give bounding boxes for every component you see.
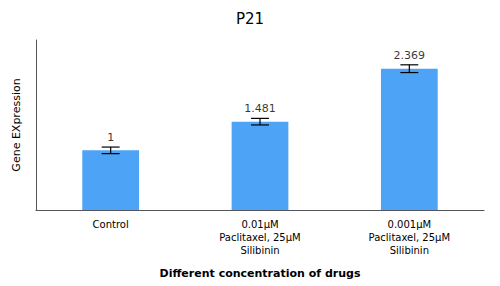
svg-text:Control: Control <box>93 219 129 230</box>
svg-text:Silibinin: Silibinin <box>240 245 279 256</box>
svg-text:2.369: 2.369 <box>394 49 426 62</box>
svg-text:0.01μM: 0.01μM <box>241 219 278 230</box>
svg-text:Silibinin: Silibinin <box>390 245 429 256</box>
svg-text:1: 1 <box>107 131 114 144</box>
svg-text:Different concentration of dru: Different concentration of drugs <box>160 267 361 280</box>
svg-text:1.481: 1.481 <box>244 102 276 115</box>
svg-text:0.001μM: 0.001μM <box>388 219 432 230</box>
svg-text:P21: P21 <box>236 10 264 28</box>
svg-text:Paclitaxel, 25μM: Paclitaxel, 25μM <box>369 232 450 243</box>
svg-text:Gene EXpression: Gene EXpression <box>10 78 23 171</box>
svg-text:Paclitaxel, 25μM: Paclitaxel, 25μM <box>219 232 300 243</box>
